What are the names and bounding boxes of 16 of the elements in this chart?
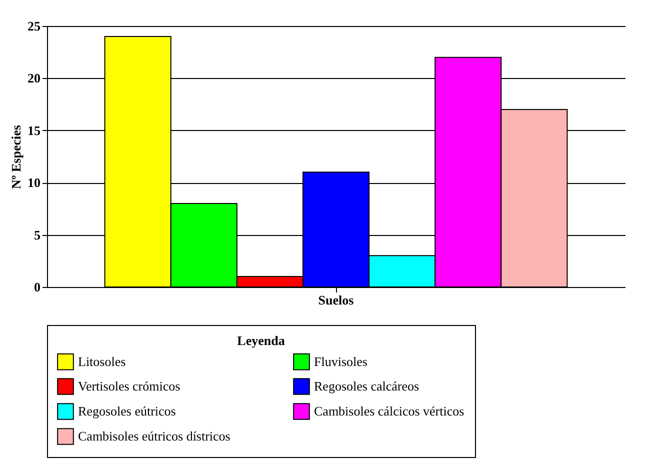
y-tick-label: 10: [28, 175, 40, 190]
legend-label: Regosoles calcáreos: [314, 378, 420, 394]
y-tick-label: 15: [28, 122, 41, 138]
y-tick-label: 5: [34, 227, 41, 242]
y-tick-label: 0: [34, 280, 40, 294]
legend-label: Regosoles eútricos: [78, 404, 176, 418]
legend-label: Fluvisoles: [314, 354, 368, 369]
legend-label: Litosoles: [78, 354, 126, 369]
legend-label: Vertisoles crómicos: [78, 378, 180, 394]
legend-label: Cambisoles cálcicos vérticos: [314, 404, 464, 418]
y-axis-title: Nº Especies: [8, 125, 24, 189]
x-tick-label: Suelos: [318, 292, 354, 308]
y-tick-label: 25: [28, 18, 41, 34]
legend-title: Leyenda: [237, 333, 286, 348]
legend-label: Cambisoles eútricos dístricos: [78, 428, 230, 444]
y-tick-label: 20: [28, 70, 40, 86]
